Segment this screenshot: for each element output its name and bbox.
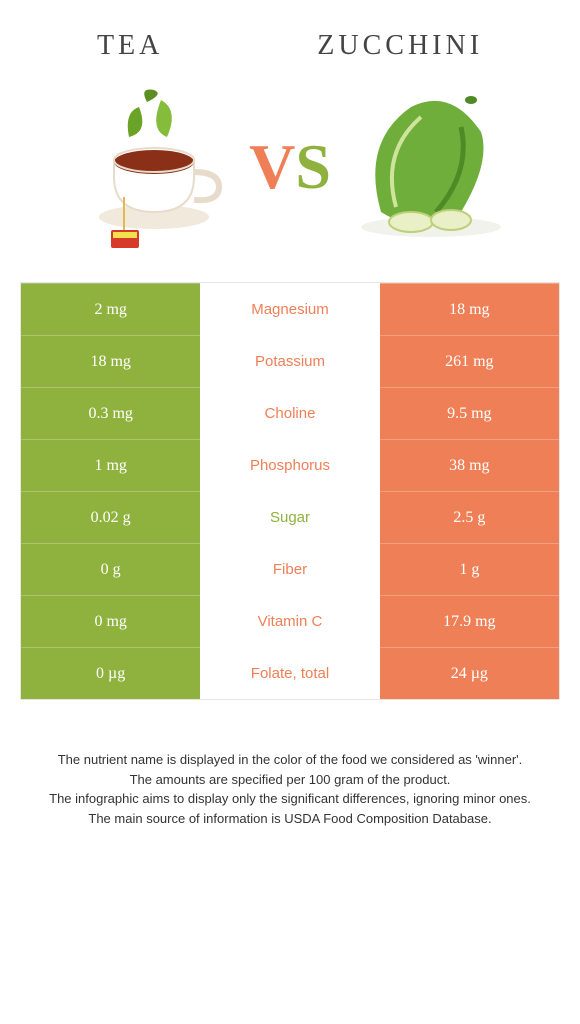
cell-tea-value: 18 mg xyxy=(21,335,200,387)
cell-nutrient-name: Fiber xyxy=(200,543,379,595)
table-row: 1 mgPhosphorus38 mg xyxy=(21,439,559,491)
cell-nutrient-name: Folate, total xyxy=(200,647,379,699)
table-row: 0 µgFolate, total24 µg xyxy=(21,647,559,699)
image-row: VS xyxy=(0,72,580,282)
nutrition-table: 2 mgMagnesium18 mg18 mgPotassium261 mg0.… xyxy=(20,282,560,700)
cell-nutrient-name: Magnesium xyxy=(200,283,379,335)
footer-notes: The nutrient name is displayed in the co… xyxy=(0,700,580,828)
table-row: 0 gFiber1 g xyxy=(21,543,559,595)
cell-zucchini-value: 24 µg xyxy=(380,647,559,699)
cell-zucchini-value: 17.9 mg xyxy=(380,595,559,647)
cell-zucchini-value: 261 mg xyxy=(380,335,559,387)
cell-nutrient-name: Potassium xyxy=(200,335,379,387)
footer-line: The main source of information is USDA F… xyxy=(30,809,550,829)
table-row: 18 mgPotassium261 mg xyxy=(21,335,559,387)
footer-line: The infographic aims to display only the… xyxy=(30,789,550,809)
zucchini-image xyxy=(341,82,511,252)
vs-label: VS xyxy=(249,130,331,204)
cell-tea-value: 2 mg xyxy=(21,283,200,335)
cell-zucchini-value: 1 g xyxy=(380,543,559,595)
table-row: 2 mgMagnesium18 mg xyxy=(21,283,559,335)
cell-tea-value: 0 µg xyxy=(21,647,200,699)
cell-zucchini-value: 2.5 g xyxy=(380,491,559,543)
cell-tea-value: 0.3 mg xyxy=(21,387,200,439)
cell-zucchini-value: 18 mg xyxy=(380,283,559,335)
cell-nutrient-name: Sugar xyxy=(200,491,379,543)
cell-tea-value: 0 mg xyxy=(21,595,200,647)
footer-line: The amounts are specified per 100 gram o… xyxy=(30,770,550,790)
cell-tea-value: 0 g xyxy=(21,543,200,595)
footer-line: The nutrient name is displayed in the co… xyxy=(30,750,550,770)
cell-nutrient-name: Choline xyxy=(200,387,379,439)
tea-image xyxy=(69,82,239,252)
cell-nutrient-name: Phosphorus xyxy=(200,439,379,491)
cell-tea-value: 1 mg xyxy=(21,439,200,491)
vs-v: V xyxy=(249,131,295,202)
cell-tea-value: 0.02 g xyxy=(21,491,200,543)
cell-zucchini-value: 9.5 mg xyxy=(380,387,559,439)
table-row: 0 mgVitamin C17.9 mg xyxy=(21,595,559,647)
title-tea: Tea xyxy=(97,30,163,62)
header-row: Tea Zucchini xyxy=(0,0,580,72)
table-row: 0.3 mgCholine9.5 mg xyxy=(21,387,559,439)
title-zucchini: Zucchini xyxy=(317,30,483,62)
cell-nutrient-name: Vitamin C xyxy=(200,595,379,647)
vs-s: S xyxy=(295,131,331,202)
table-row: 0.02 gSugar2.5 g xyxy=(21,491,559,543)
cell-zucchini-value: 38 mg xyxy=(380,439,559,491)
